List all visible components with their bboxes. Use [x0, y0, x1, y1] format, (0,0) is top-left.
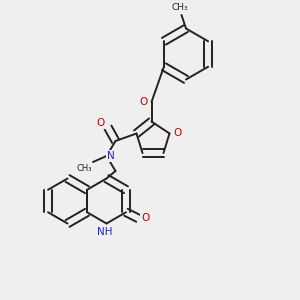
Text: O: O	[140, 97, 148, 107]
Text: CH₃: CH₃	[76, 164, 92, 173]
Text: O: O	[141, 213, 150, 223]
Text: CH₃: CH₃	[172, 3, 188, 12]
Text: NH: NH	[97, 227, 113, 237]
Text: N: N	[107, 151, 115, 161]
Text: O: O	[96, 118, 105, 128]
Text: O: O	[174, 128, 182, 139]
